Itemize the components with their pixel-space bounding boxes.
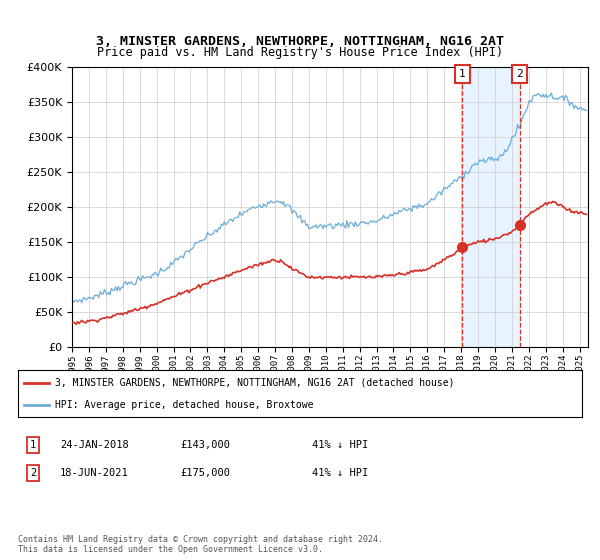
Text: £143,000: £143,000: [180, 440, 230, 450]
Text: 3, MINSTER GARDENS, NEWTHORPE, NOTTINGHAM, NG16 2AT (detached house): 3, MINSTER GARDENS, NEWTHORPE, NOTTINGHA…: [55, 378, 454, 388]
Text: Contains HM Land Registry data © Crown copyright and database right 2024.
This d: Contains HM Land Registry data © Crown c…: [18, 535, 383, 554]
Text: 24-JAN-2018: 24-JAN-2018: [60, 440, 129, 450]
Text: HPI: Average price, detached house, Broxtowe: HPI: Average price, detached house, Brox…: [55, 400, 313, 410]
Text: Price paid vs. HM Land Registry's House Price Index (HPI): Price paid vs. HM Land Registry's House …: [97, 46, 503, 59]
Text: 1: 1: [30, 440, 36, 450]
Text: 41% ↓ HPI: 41% ↓ HPI: [312, 468, 368, 478]
Text: 1: 1: [459, 69, 466, 79]
Text: 2: 2: [30, 468, 36, 478]
Text: 41% ↓ HPI: 41% ↓ HPI: [312, 440, 368, 450]
Text: 2: 2: [516, 69, 523, 79]
Text: 3, MINSTER GARDENS, NEWTHORPE, NOTTINGHAM, NG16 2AT: 3, MINSTER GARDENS, NEWTHORPE, NOTTINGHA…: [96, 35, 504, 48]
Text: £175,000: £175,000: [180, 468, 230, 478]
Bar: [462, 67, 520, 347]
Text: 18-JUN-2021: 18-JUN-2021: [60, 468, 129, 478]
